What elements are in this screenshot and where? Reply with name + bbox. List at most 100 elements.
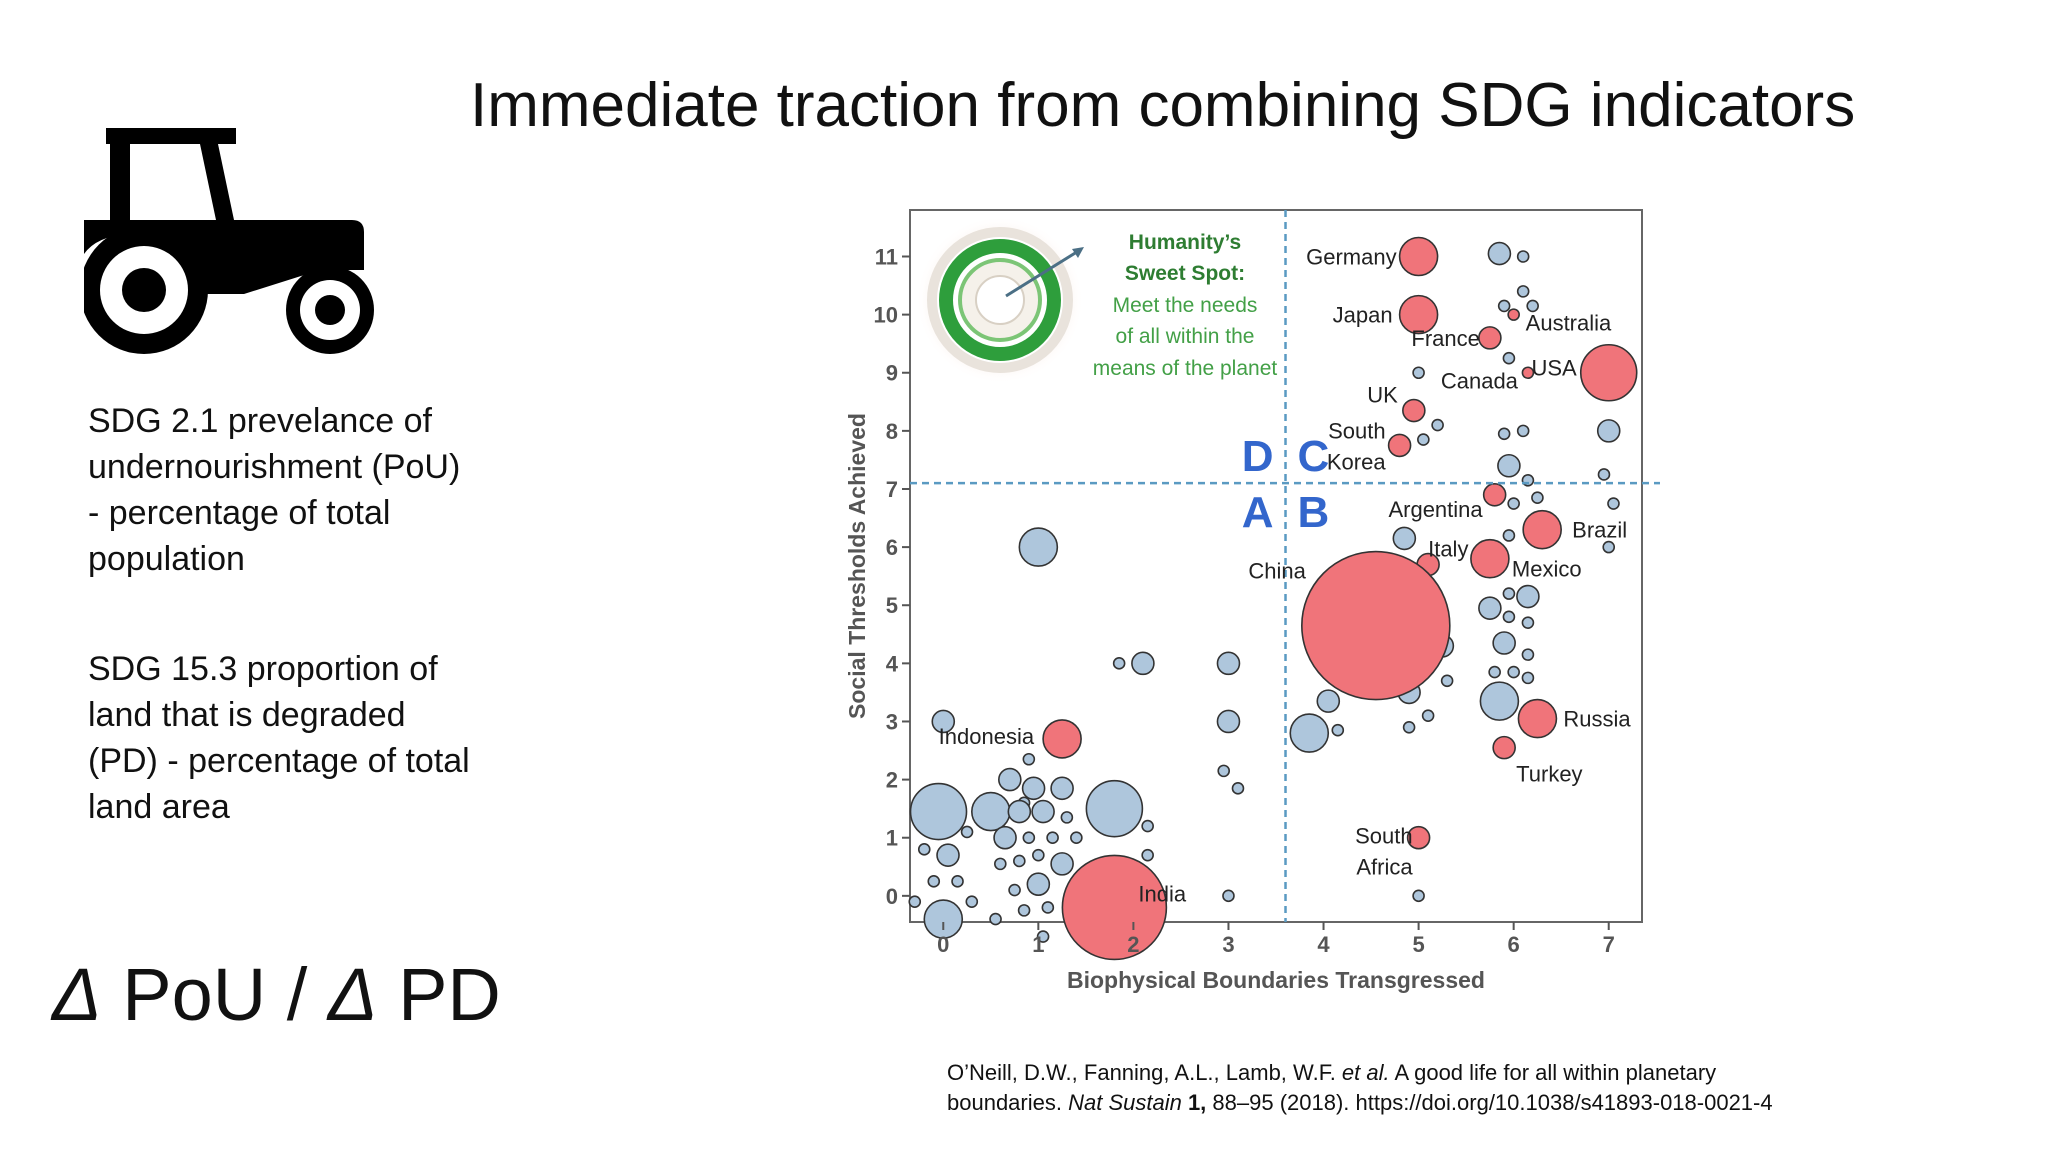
data-point bbox=[1602, 540, 1616, 554]
inset-title-line: Sweet Spot: bbox=[1125, 262, 1245, 285]
country-label: India bbox=[1138, 881, 1186, 906]
citation-line-1: O’Neill, D.W., Fanning, A.L., Lamb, W.F.… bbox=[947, 1058, 1773, 1088]
doughnut-pointer bbox=[1005, 248, 1081, 298]
delta-denominator: PD bbox=[377, 953, 501, 1036]
data-point bbox=[923, 899, 964, 939]
data-point-highlighted bbox=[1521, 366, 1535, 380]
data-point bbox=[1497, 453, 1521, 478]
data-point-highlighted bbox=[1061, 854, 1168, 961]
data-point-highlighted bbox=[1579, 343, 1638, 402]
country-label: France bbox=[1411, 326, 1479, 351]
data-point bbox=[1041, 901, 1055, 914]
sdg-15-3-line: (PD) - percentage of total bbox=[88, 742, 470, 780]
country-label: UK bbox=[1367, 383, 1398, 408]
data-point bbox=[936, 843, 960, 867]
sdg-2-1-description: SDG 2.1 prevelance of undernourishment (… bbox=[88, 398, 518, 582]
inset-title-line: Humanity’s bbox=[1129, 231, 1241, 254]
data-point bbox=[1112, 657, 1126, 670]
data-point bbox=[1331, 723, 1345, 737]
citation-etal: et al. bbox=[1341, 1060, 1390, 1085]
data-point bbox=[1018, 527, 1059, 567]
data-point-highlighted bbox=[1301, 550, 1451, 701]
data-point bbox=[1531, 491, 1544, 505]
data-point bbox=[931, 709, 956, 734]
citation-title-end: boundaries. bbox=[947, 1090, 1069, 1115]
data-point bbox=[1507, 665, 1520, 679]
data-point-highlighted bbox=[1522, 509, 1562, 550]
citation-volume: 1, bbox=[1181, 1090, 1207, 1115]
data-point bbox=[1021, 776, 1046, 801]
data-point bbox=[951, 875, 964, 888]
y-tick-label: 11 bbox=[875, 244, 898, 269]
data-point bbox=[1060, 811, 1074, 824]
data-point-highlighted bbox=[1398, 294, 1439, 335]
data-point bbox=[1222, 889, 1235, 903]
country-label: Australia bbox=[1526, 311, 1612, 336]
country-label: Brazil bbox=[1572, 518, 1627, 543]
data-point bbox=[1022, 831, 1036, 845]
x-tick-label: 3 bbox=[1222, 932, 1234, 957]
data-point bbox=[1026, 872, 1051, 897]
x-tick-label: 0 bbox=[937, 932, 949, 957]
data-point bbox=[1412, 366, 1425, 380]
x-tick-label: 2 bbox=[1127, 932, 1139, 957]
data-point bbox=[1502, 610, 1516, 624]
data-point bbox=[1421, 709, 1435, 722]
x-tick-label: 5 bbox=[1412, 932, 1424, 957]
country-label: China bbox=[1248, 559, 1306, 584]
data-point bbox=[1289, 713, 1330, 753]
inset-body-line: of all within the bbox=[1116, 325, 1255, 348]
y-tick-label: 0 bbox=[886, 884, 898, 909]
y-tick-label: 2 bbox=[886, 768, 898, 793]
inset-body-line: means of the planet bbox=[1093, 357, 1278, 380]
quadrant-label: B bbox=[1298, 488, 1330, 537]
data-point bbox=[1216, 709, 1241, 734]
data-point bbox=[1402, 720, 1416, 734]
data-point bbox=[1526, 299, 1539, 313]
y-tick-label: 9 bbox=[886, 361, 898, 386]
doughnut-pointer-head bbox=[1072, 247, 1084, 258]
slide-title: Immediate traction from combining SDG in… bbox=[470, 71, 1856, 140]
doughnut-ring bbox=[939, 239, 1061, 361]
data-point bbox=[1417, 433, 1430, 446]
data-point bbox=[1007, 799, 1032, 824]
data-point-highlighted bbox=[1482, 482, 1507, 507]
citation-journal: Nat Sustain bbox=[1068, 1090, 1182, 1115]
quadrant-label: A bbox=[1242, 488, 1274, 537]
data-point bbox=[1478, 596, 1502, 620]
data-point bbox=[971, 791, 1011, 832]
data-point bbox=[1022, 752, 1036, 766]
y-tick-label: 7 bbox=[886, 477, 898, 502]
doughnut-center bbox=[975, 275, 1025, 325]
data-point bbox=[1141, 819, 1154, 833]
data-point bbox=[927, 875, 941, 888]
inset-body-line: Meet the needs bbox=[1113, 294, 1258, 317]
delta-symbol: Δ bbox=[327, 953, 378, 1036]
delta-numerator: PoU / bbox=[101, 953, 328, 1036]
data-point bbox=[1008, 883, 1021, 897]
country-label: Canada bbox=[1441, 369, 1519, 394]
data-point bbox=[1392, 526, 1417, 551]
data-point bbox=[1516, 285, 1530, 298]
data-point bbox=[989, 912, 1002, 926]
quadrant-label: D bbox=[1242, 432, 1274, 481]
data-point bbox=[1497, 427, 1511, 441]
data-point bbox=[1431, 418, 1444, 432]
y-tick-label: 3 bbox=[886, 709, 898, 734]
data-point bbox=[1085, 779, 1144, 838]
country-label: Africa bbox=[1356, 855, 1413, 880]
data-point bbox=[1521, 648, 1535, 661]
data-point bbox=[1516, 424, 1530, 438]
axes: 0 1 2 3 4 5 6 7 0 1 2 3 4 5 6 7 8 9 10 11 Biophysical Bounda… bbox=[844, 244, 1615, 993]
data-point bbox=[1141, 848, 1154, 862]
data-point bbox=[993, 825, 1017, 850]
data-point bbox=[1440, 674, 1454, 688]
delta-ratio-formula: Δ PoU / Δ PD bbox=[52, 950, 501, 1040]
data-point bbox=[1032, 848, 1045, 862]
country-label: Turkey bbox=[1516, 762, 1582, 787]
data-point-highlighted bbox=[1398, 236, 1439, 277]
data-point bbox=[1050, 776, 1074, 801]
data-point bbox=[1412, 889, 1425, 903]
country-label: Korea bbox=[1327, 449, 1386, 474]
data-point bbox=[1488, 665, 1501, 679]
